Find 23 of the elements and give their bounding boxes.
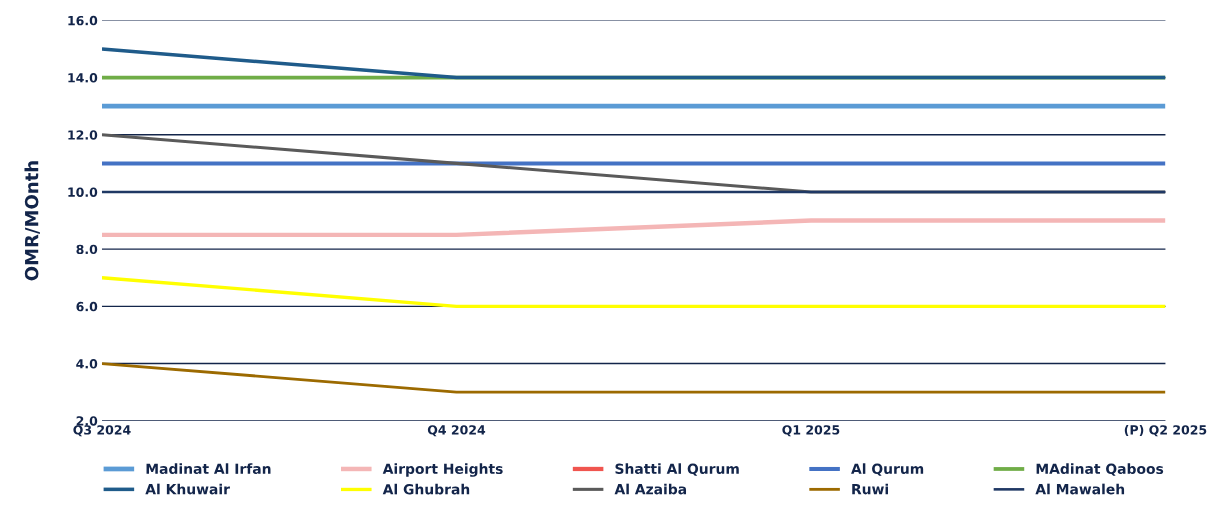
y-tick-label: 10.0 <box>68 187 98 197</box>
legend-label: Airport Heights <box>382 463 503 477</box>
legend-label: MAdinat Qaboos <box>1036 463 1164 476</box>
legend-label: Ruwi <box>852 483 888 495</box>
legend-label: Shatti Al Qurum <box>615 463 739 476</box>
x-tick-label: Q1 2025 <box>782 425 840 437</box>
legend-label: Al Mawaleh <box>1035 483 1125 495</box>
legend-label: Al Azaiba <box>614 483 687 495</box>
y-tick-label: 6.0 <box>76 301 98 312</box>
x-tick-label: Q4 2024 <box>427 425 486 437</box>
legend-label: Al Qurum <box>851 463 924 476</box>
y-tick-label: 14.0 <box>68 73 98 83</box>
legend-label: Al Khuwair <box>145 483 230 495</box>
y-tick-label: 12.0 <box>68 130 98 140</box>
x-tick-label: (P) Q2 2025 <box>1124 424 1207 437</box>
legend-label: Madinat Al Irfan <box>146 463 271 475</box>
y-tick-label: 16.0 <box>68 15 98 26</box>
y-tick-label: 2.0 <box>76 416 98 426</box>
x-tick-label: Q3 2024 <box>73 425 131 437</box>
y-axis-title: OMR/MOnth <box>24 161 40 281</box>
y-tick-label: 4.0 <box>76 359 98 369</box>
y-tick-label: 8.0 <box>76 244 98 255</box>
legend-label: Al Ghubrah <box>382 483 470 495</box>
